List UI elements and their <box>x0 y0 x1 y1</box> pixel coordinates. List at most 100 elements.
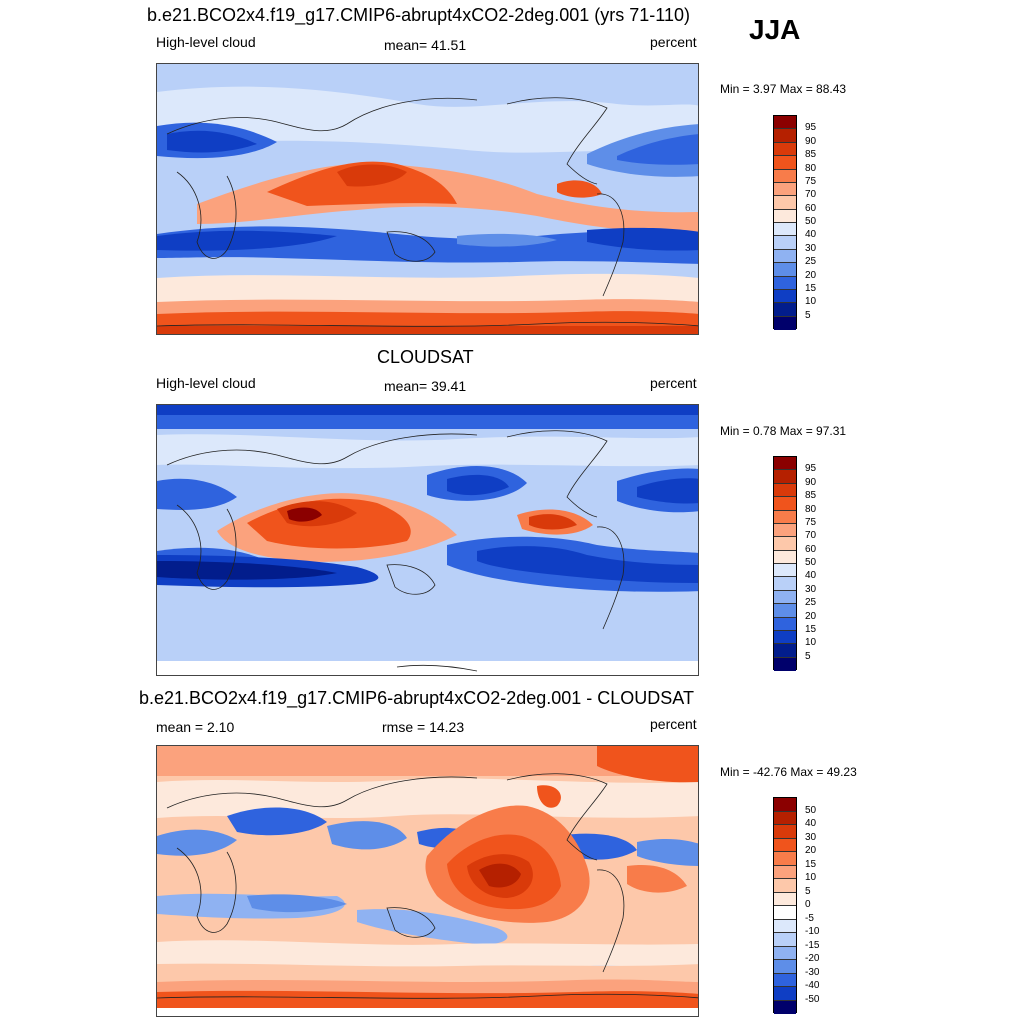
colorbar-tick-label: -5 <box>805 912 814 924</box>
colorbar-swatch <box>774 644 796 658</box>
colorbar-swatch <box>774 497 796 511</box>
colorbar-swatch <box>774 510 796 524</box>
colorbar-swatch <box>774 604 796 618</box>
colorbar-swatch <box>774 657 796 671</box>
panel2-colorbar <box>773 456 797 671</box>
colorbar-tick-label: 15 <box>805 282 817 294</box>
panel3-title: b.e21.BCO2x4.f19_g17.CMIP6-abrupt4xCO2-2… <box>139 688 694 708</box>
colorbar-swatch <box>774 182 796 197</box>
colorbar-swatch <box>774 223 796 237</box>
panel2-variable-label: High-level cloud <box>156 375 256 391</box>
colorbar-tick-label: 50 <box>805 216 817 227</box>
colorbar-tick-label: 20 <box>805 610 817 622</box>
panel2-map-field <box>157 405 698 675</box>
panel3-colorbar <box>773 797 797 1014</box>
colorbar-swatch <box>774 577 796 591</box>
colorbar-tick-label: -20 <box>805 953 820 964</box>
colorbar-tick-label: -10 <box>805 926 820 937</box>
colorbar-tick-label: 30 <box>805 583 817 595</box>
colorbar-tick-label: 70 <box>805 530 817 542</box>
colorbar-tick-label: 50 <box>805 804 817 816</box>
colorbar-tick-label: 70 <box>805 189 817 201</box>
colorbar-tick-label: 25 <box>805 597 817 609</box>
panel1-title: b.e21.BCO2x4.f19_g17.CMIP6-abrupt4xCO2-2… <box>147 5 690 25</box>
colorbar-tick-label: 90 <box>805 476 817 488</box>
colorbar-tick-label: 40 <box>805 229 817 241</box>
colorbar-swatch <box>774 852 796 866</box>
colorbar-swatch <box>774 303 796 317</box>
colorbar-tick-label: 15 <box>805 858 817 870</box>
colorbar-swatch <box>774 906 796 920</box>
colorbar-tick-label: 20 <box>805 845 817 856</box>
colorbar-swatch <box>774 865 796 879</box>
colorbar-swatch <box>774 960 796 974</box>
colorbar-tick-label: 0 <box>805 899 811 910</box>
colorbar-swatch <box>774 142 796 157</box>
colorbar-swatch <box>774 630 796 645</box>
colorbar-swatch <box>774 933 796 947</box>
panel3-rmse-label: rmse = 14.23 <box>382 719 465 735</box>
colorbar-tick-label: 50 <box>805 557 817 568</box>
colorbar-swatch <box>774 838 796 852</box>
colorbar-tick-label: 15 <box>805 623 817 635</box>
colorbar-tick-label: 40 <box>805 570 817 582</box>
colorbar-swatch <box>774 919 796 933</box>
colorbar-tick-label: 40 <box>805 818 817 829</box>
panel1-variable-label: High-level cloud <box>156 34 256 50</box>
colorbar-swatch <box>774 590 796 605</box>
panel2-units-label: percent <box>650 375 697 391</box>
colorbar-swatch <box>774 973 796 987</box>
colorbar-tick-label: 80 <box>805 503 817 515</box>
colorbar-swatch <box>774 236 796 250</box>
colorbar-swatch <box>774 825 796 839</box>
colorbar-swatch <box>774 289 796 304</box>
colorbar-swatch <box>774 811 796 825</box>
colorbar-swatch <box>774 249 796 264</box>
panel3-map <box>156 745 699 1017</box>
colorbar-swatch <box>774 879 796 893</box>
colorbar-swatch <box>774 523 796 538</box>
panel3-mean-label: mean = 2.10 <box>156 719 235 735</box>
colorbar-swatch <box>774 470 796 484</box>
panel1-colorbar <box>773 115 797 330</box>
panel1-units-label: percent <box>650 34 697 50</box>
colorbar-swatch <box>774 1000 796 1014</box>
colorbar-tick-label: 5 <box>805 309 811 321</box>
colorbar-swatch <box>774 156 796 170</box>
colorbar-tick-label: 90 <box>805 135 817 147</box>
colorbar-tick-label: -15 <box>805 939 820 951</box>
colorbar-swatch <box>774 457 796 471</box>
colorbar-tick-label: -50 <box>805 993 820 1005</box>
colorbar-tick-label: 10 <box>805 296 817 308</box>
colorbar-swatch <box>774 169 796 183</box>
panel1-minmax: Min = 3.97 Max = 88.43 <box>720 82 847 96</box>
colorbar-tick-label: -40 <box>805 980 820 991</box>
colorbar-swatch <box>774 946 796 960</box>
colorbar-swatch <box>774 129 796 143</box>
panel2-title: CLOUDSAT <box>377 347 474 367</box>
colorbar-tick-label: 5 <box>805 650 811 662</box>
colorbar-tick-label: 75 <box>805 516 817 528</box>
panel2-map <box>156 404 699 676</box>
panel3-minmax: Min = -42.76 Max = 49.23 <box>720 765 857 779</box>
panel2-minmax: Min = 0.78 Max = 97.31 <box>720 424 847 438</box>
colorbar-swatch <box>774 196 796 210</box>
colorbar-tick-label: 10 <box>805 637 817 649</box>
season-label: JJA <box>749 14 801 45</box>
panel1-mean-label: mean= 41.51 <box>384 37 467 53</box>
panel1-map <box>156 63 699 335</box>
colorbar-tick-label: 5 <box>805 885 811 897</box>
colorbar-tick-label: 30 <box>805 242 817 254</box>
colorbar-tick-label: 20 <box>805 269 817 281</box>
colorbar-swatch <box>774 209 796 223</box>
colorbar-tick-label: 60 <box>805 543 817 555</box>
panel1-map-field <box>157 64 698 334</box>
colorbar-swatch <box>774 316 796 330</box>
colorbar-swatch <box>774 564 796 578</box>
panel2-mean-label: mean= 39.41 <box>384 378 467 394</box>
colorbar-swatch <box>774 483 796 498</box>
colorbar-tick-label: 85 <box>805 149 817 161</box>
colorbar-swatch <box>774 798 796 812</box>
colorbar-tick-label: 30 <box>805 831 817 843</box>
colorbar-tick-label: -30 <box>805 966 820 978</box>
